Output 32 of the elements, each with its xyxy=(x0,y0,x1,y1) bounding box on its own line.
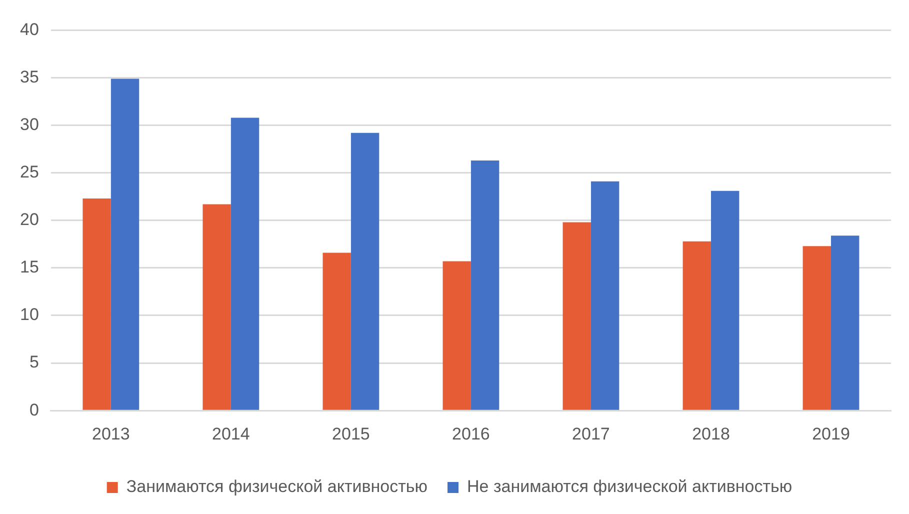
x-tick-label: 2019 xyxy=(812,424,850,444)
x-tick-label: 2014 xyxy=(212,424,250,444)
legend-label: Занимаются физической активностью xyxy=(126,477,428,496)
y-tick-label: 30 xyxy=(20,114,39,134)
bar xyxy=(82,198,111,410)
y-tick-label: 10 xyxy=(20,305,39,324)
x-tick-label: 2013 xyxy=(92,424,130,444)
y-tick-label: 40 xyxy=(20,20,39,39)
bar xyxy=(590,181,620,410)
bar xyxy=(710,190,740,410)
bar xyxy=(802,246,831,410)
x-tick-label: 2016 xyxy=(452,424,490,444)
bar xyxy=(202,204,231,410)
legend-label: Не занимаются физической активностью xyxy=(467,477,792,496)
bar xyxy=(682,241,711,410)
bar xyxy=(562,222,591,410)
bar xyxy=(350,132,380,410)
x-tick-label: 2015 xyxy=(332,424,370,444)
x-tick-label: 2017 xyxy=(572,424,610,444)
y-tick-label: 20 xyxy=(20,210,39,230)
y-tick-label: 35 xyxy=(20,67,39,86)
y-tick-label: 5 xyxy=(29,352,39,372)
bar xyxy=(470,160,500,410)
bar xyxy=(442,261,471,410)
y-tick-label: 15 xyxy=(20,258,39,277)
bar xyxy=(322,252,351,410)
bar xyxy=(110,78,140,410)
x-tick-label: 2018 xyxy=(692,424,730,444)
bar xyxy=(230,118,260,410)
y-tick-label: 25 xyxy=(20,162,39,182)
y-tick-label: 0 xyxy=(29,400,39,420)
bar xyxy=(830,236,860,410)
